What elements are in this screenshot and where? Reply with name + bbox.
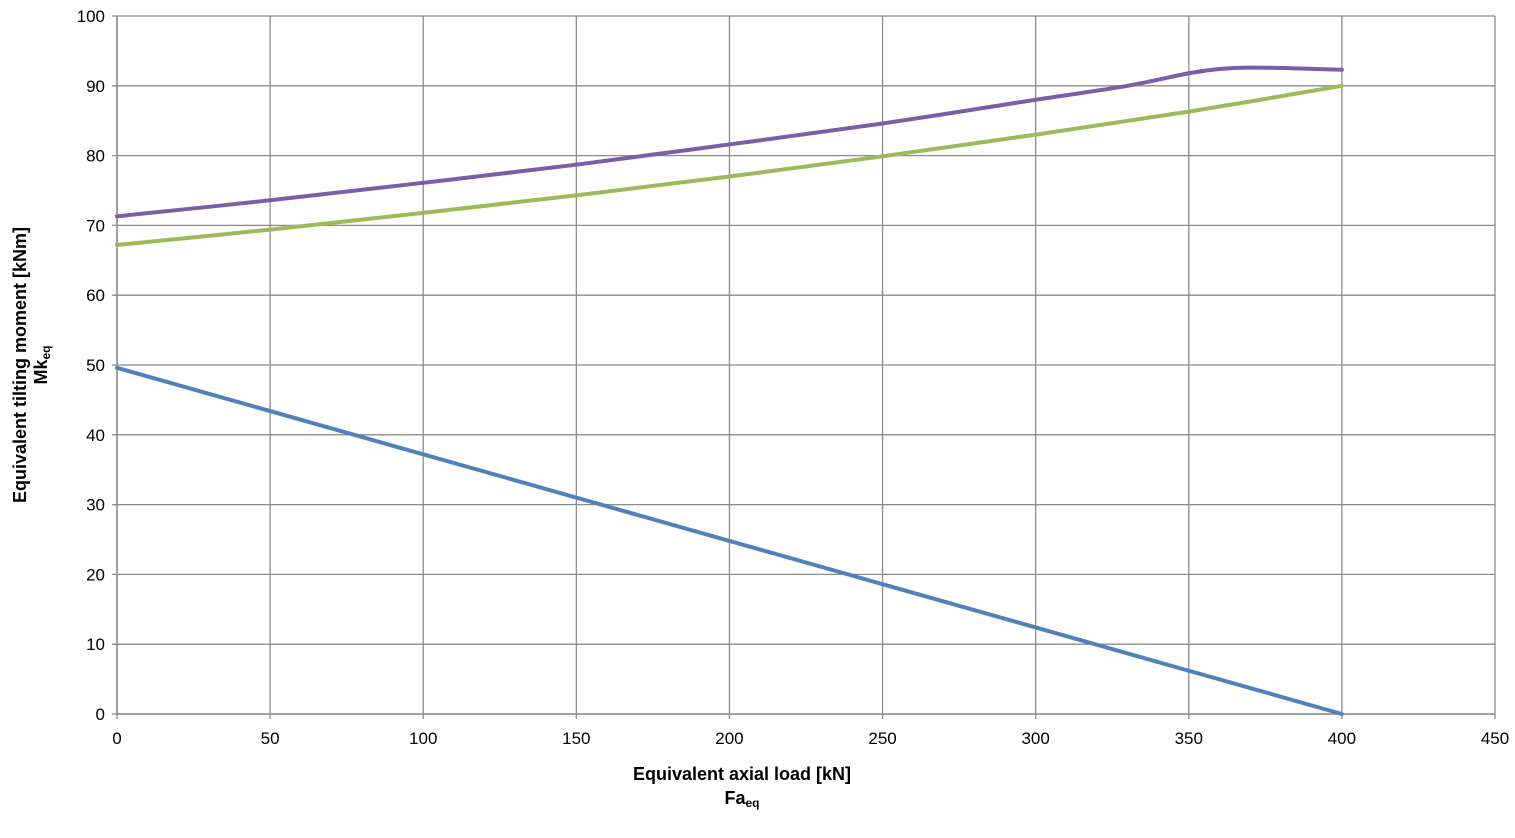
- series-line-blue: [115, 365, 1344, 716]
- x-axis-label: Equivalent axial load [kN]: [633, 764, 851, 784]
- y-tick-label: 80: [86, 147, 105, 166]
- y-tick-label: 40: [86, 426, 105, 445]
- x-axis-symbol: Faeq: [724, 788, 759, 810]
- y-tick-label: 60: [86, 286, 105, 305]
- y-tick-label: 20: [86, 565, 105, 584]
- grid: [112, 15, 1496, 719]
- y-axis-label: Equivalent tilting moment [kNm]: [10, 227, 30, 503]
- x-tick-label: 450: [1481, 729, 1509, 748]
- series-line-green: [115, 83, 1344, 247]
- y-tick-label: 10: [86, 635, 105, 654]
- x-tick-label: 200: [715, 729, 743, 748]
- series-lines: [115, 65, 1344, 716]
- y-tick-label: 0: [96, 705, 105, 724]
- y-axis-ticks: 0 10 20 30 40 50 60 70 80 90 100: [77, 7, 105, 724]
- x-tick-label: 150: [562, 729, 590, 748]
- y-tick-label: 70: [86, 216, 105, 235]
- x-tick-label: 0: [112, 729, 121, 748]
- y-axis-symbol: Mkeq: [31, 345, 53, 384]
- y-tick-label: 90: [86, 77, 105, 96]
- x-tick-label: 400: [1328, 729, 1356, 748]
- x-tick-label: 100: [409, 729, 437, 748]
- y-tick-label: 50: [86, 356, 105, 375]
- y-tick-label: 100: [77, 7, 105, 26]
- x-tick-label: 350: [1175, 729, 1203, 748]
- x-tick-label: 50: [261, 729, 280, 748]
- x-tick-label: 300: [1021, 729, 1049, 748]
- series-line-purple: [115, 65, 1344, 219]
- x-axis-ticks: 0 50 100 150 200 250 300 350 400 450: [112, 729, 1509, 748]
- x-tick-label: 250: [868, 729, 896, 748]
- y-tick-label: 30: [86, 496, 105, 515]
